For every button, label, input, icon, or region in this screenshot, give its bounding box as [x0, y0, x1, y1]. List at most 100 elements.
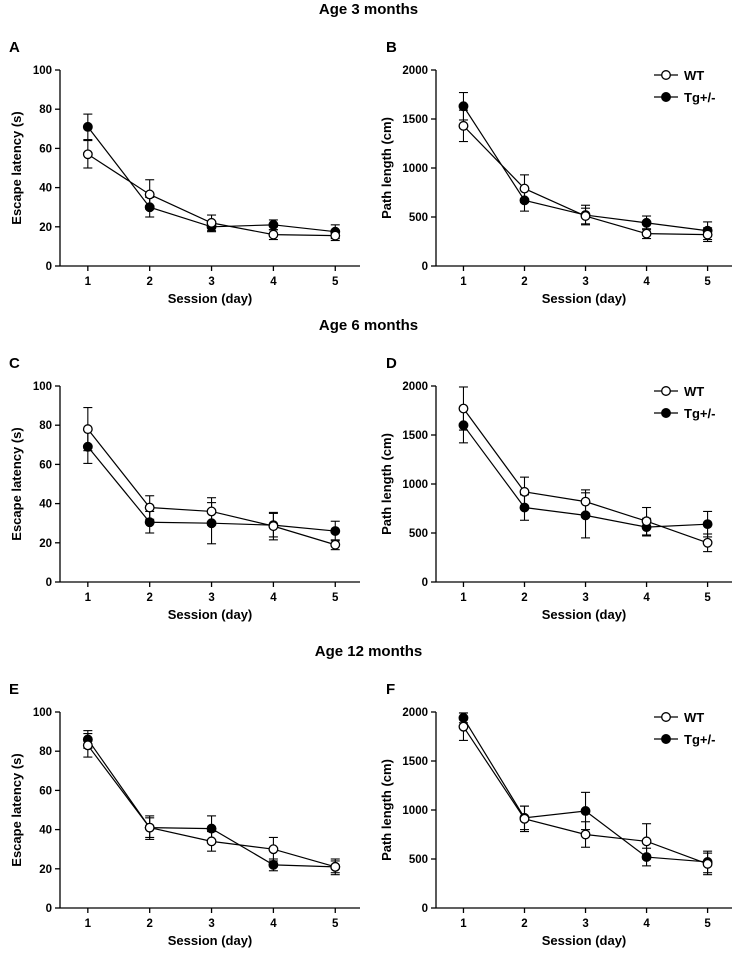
data-point-wt — [330, 539, 341, 550]
data-point-wt — [330, 861, 341, 872]
legend-label-tg: Tg+/- — [684, 90, 715, 105]
chart-panel-d: D 0 500 1000 1500 2000 1 2 3 4 5 Session (day) Path … — [379, 355, 732, 622]
x-tick-label: 4 — [643, 276, 650, 288]
legend-marker-tg — [661, 92, 671, 102]
x-tick-label: 5 — [704, 276, 711, 288]
x-tick-label: 3 — [582, 918, 588, 930]
x-tick-label: 3 — [582, 276, 588, 288]
panel-letter-d: D — [386, 355, 397, 372]
chart-panel-a: A 0 20 40 60 80 100 1 2 3 4 5 Session (day) Escape la… — [9, 39, 360, 306]
y-tick-label: 2000 — [402, 65, 428, 77]
data-point-wt — [519, 813, 530, 824]
x-tick-label: 5 — [332, 592, 339, 604]
x-axis-label: Session (day) — [542, 291, 627, 306]
y-tick-label: 2000 — [402, 381, 428, 393]
data-point-wt — [641, 228, 652, 239]
data-point-tg — [82, 441, 93, 452]
data-point-wt — [641, 836, 652, 847]
row-title-age-6-months: Age 6 months — [318, 317, 419, 334]
x-tick-label: 5 — [332, 276, 339, 288]
x-tick-label: 1 — [85, 592, 92, 604]
data-point-tg — [458, 420, 469, 431]
y-tick-label: 60 — [39, 459, 52, 471]
y-tick-label: 100 — [33, 381, 52, 393]
chart-panel-e: E 0 20 40 60 80 100 1 2 3 4 5 Session (day) Escape la… — [9, 681, 360, 948]
x-tick-label: 3 — [208, 918, 214, 930]
y-tick-label: 500 — [409, 528, 428, 540]
data-point-wt — [580, 829, 591, 840]
data-point-wt — [702, 229, 713, 240]
x-tick-label: 4 — [270, 918, 277, 930]
row-title-age-12-months: Age 12 months — [314, 643, 423, 660]
y-tick-label: 2000 — [402, 707, 428, 719]
data-point-wt — [144, 822, 155, 833]
y-tick-label: 40 — [39, 825, 52, 837]
data-point-wt — [519, 183, 530, 194]
legend-label-wt: WT — [684, 68, 704, 83]
x-tick-label: 1 — [460, 276, 467, 288]
panel-letter-e: E — [9, 681, 19, 698]
data-point-tg — [206, 823, 217, 834]
data-point-wt — [641, 516, 652, 527]
x-tick-label: 2 — [146, 276, 152, 288]
data-point-tg — [206, 518, 217, 529]
y-tick-label: 1500 — [402, 114, 428, 126]
x-tick-label: 4 — [643, 592, 650, 604]
y-tick-label: 80 — [39, 746, 52, 758]
y-axis-label: Escape latency (s) — [9, 427, 24, 540]
x-tick-label: 4 — [643, 918, 650, 930]
data-point-tg — [458, 101, 469, 112]
data-point-wt — [702, 858, 713, 869]
y-tick-label: 500 — [409, 854, 428, 866]
y-tick-label: 1000 — [402, 479, 428, 491]
data-point-wt — [82, 740, 93, 751]
y-tick-label: 0 — [422, 577, 428, 589]
y-tick-label: 20 — [39, 222, 52, 234]
legend-label-tg: Tg+/- — [684, 732, 715, 747]
x-tick-label: 3 — [208, 276, 214, 288]
legend-label-wt: WT — [684, 710, 704, 725]
data-point-wt — [268, 229, 279, 240]
x-tick-label: 5 — [704, 592, 711, 604]
legend-marker-tg — [661, 734, 671, 744]
y-tick-label: 40 — [39, 499, 52, 511]
y-tick-label: 0 — [46, 261, 52, 273]
x-axis-label: Session (day) — [168, 607, 253, 622]
y-tick-label: 0 — [46, 903, 52, 915]
data-point-tg — [144, 202, 155, 213]
data-point-tg — [144, 517, 155, 528]
x-tick-label: 3 — [582, 592, 588, 604]
x-tick-label: 2 — [521, 592, 527, 604]
data-point-wt — [82, 424, 93, 435]
data-point-wt — [330, 230, 341, 241]
y-axis-label: Escape latency (s) — [9, 753, 24, 866]
chart-panel-c: C 0 20 40 60 80 100 1 2 3 4 5 Session (day) Escape la… — [9, 355, 360, 622]
y-tick-label: 1500 — [402, 430, 428, 442]
legend-marker-wt — [661, 712, 671, 722]
data-point-tg — [519, 502, 530, 513]
data-point-wt — [144, 502, 155, 513]
x-tick-label: 4 — [270, 276, 277, 288]
legend-marker-tg — [661, 408, 671, 418]
data-point-wt — [82, 149, 93, 160]
x-tick-label: 3 — [208, 592, 214, 604]
y-tick-label: 60 — [39, 143, 52, 155]
y-axis-label: Path length (cm) — [379, 759, 394, 861]
data-point-tg — [82, 121, 93, 132]
data-point-wt — [580, 211, 591, 221]
data-point-tg — [519, 195, 530, 206]
data-point-tg — [641, 217, 652, 228]
data-point-wt — [458, 120, 469, 131]
y-tick-label: 20 — [39, 864, 52, 876]
panel-letter-b: B — [386, 39, 397, 56]
x-tick-label: 1 — [85, 918, 92, 930]
x-axis-label: Session (day) — [168, 933, 253, 948]
data-point-wt — [206, 506, 217, 517]
legend-marker-wt — [661, 386, 671, 396]
legend-label-wt: WT — [684, 384, 704, 399]
x-axis-label: Session (day) — [542, 607, 627, 622]
chart-panel-f: F 0 500 1000 1500 2000 1 2 3 4 5 Session (day) Path … — [379, 681, 732, 948]
y-tick-label: 100 — [33, 65, 52, 77]
data-point-wt — [144, 189, 155, 200]
x-tick-label: 1 — [85, 276, 92, 288]
